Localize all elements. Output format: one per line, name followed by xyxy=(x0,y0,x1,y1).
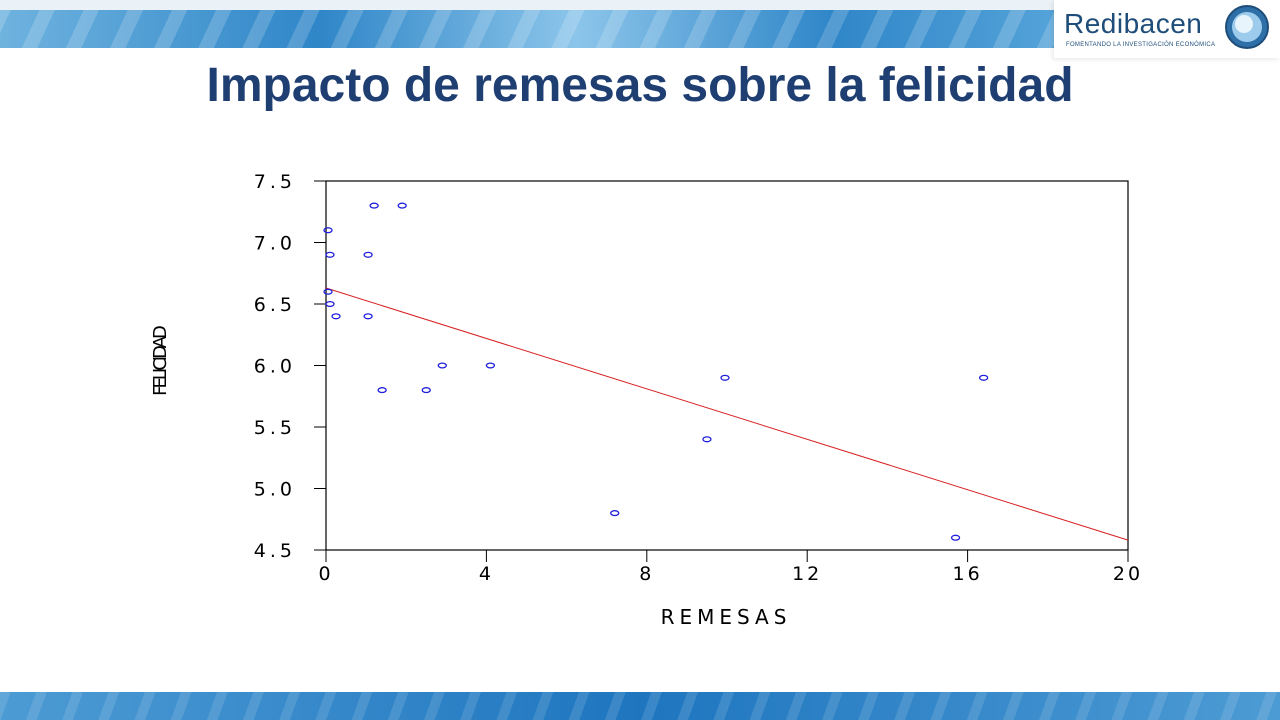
plot-area xyxy=(325,180,1129,551)
y-tick-label: 6.0 xyxy=(254,356,296,378)
logo-name: Redibacen xyxy=(1064,8,1203,39)
data-point xyxy=(323,288,333,295)
logo: Redibacen FOMENTANDO LA INVESTIGACIÓN EC… xyxy=(1054,0,1280,58)
y-axis-label: FELICIDAD xyxy=(150,326,171,396)
y-tick-label: 6.5 xyxy=(254,294,296,316)
y-tick-label: 7.5 xyxy=(254,171,296,193)
y-tick-label: 5.5 xyxy=(254,417,296,439)
x-tick-label: 0 xyxy=(318,563,333,585)
data-point xyxy=(325,251,335,258)
x-tick-label: 8 xyxy=(639,563,654,585)
data-point xyxy=(323,227,333,234)
data-point xyxy=(363,251,373,258)
data-point xyxy=(702,436,712,443)
globe-icon xyxy=(1225,5,1269,49)
data-point xyxy=(720,374,730,381)
data-point xyxy=(485,362,496,369)
data-point xyxy=(437,362,447,369)
data-point xyxy=(325,300,335,308)
bottom-banner xyxy=(0,692,1280,720)
data-point xyxy=(377,387,387,394)
data-point xyxy=(331,313,341,320)
y-tick-label: 5.0 xyxy=(254,479,296,501)
x-axis-label: REMESAS xyxy=(661,605,792,629)
y-tick-label: 7.0 xyxy=(254,233,296,255)
data-point xyxy=(421,387,431,394)
data-point xyxy=(950,534,961,541)
y-tick-label: 4.5 xyxy=(254,540,296,562)
page-title: Impacto de remesas sobre la felicidad xyxy=(206,59,1074,112)
x-tick-label: 12 xyxy=(792,563,822,585)
data-point xyxy=(369,202,379,209)
data-point xyxy=(610,510,620,517)
data-point xyxy=(397,202,407,209)
logo-tagline: FOMENTANDO LA INVESTIGACIÓN ECONÓMICA xyxy=(1066,42,1216,48)
x-tick-label: 4 xyxy=(479,563,494,585)
data-point xyxy=(978,374,989,381)
fit-line xyxy=(325,287,1129,541)
data-point xyxy=(363,313,373,320)
x-tick-label: 20 xyxy=(1113,563,1143,585)
x-tick-label: 16 xyxy=(953,563,983,585)
